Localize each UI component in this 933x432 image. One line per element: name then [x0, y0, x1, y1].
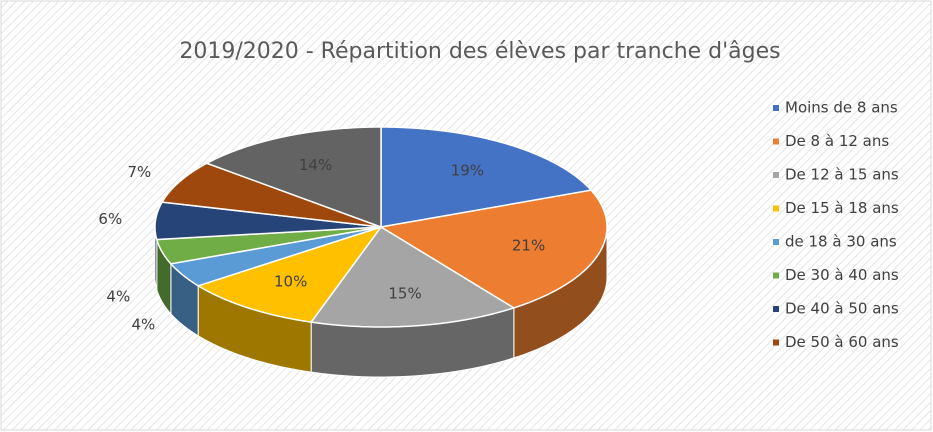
legend-swatch [773, 172, 779, 178]
legend-swatch [773, 105, 779, 111]
pie-slice [205, 126, 382, 229]
data-label: 6% [98, 210, 122, 228]
legend-label: De 40 à 50 ans [785, 300, 899, 318]
pie-slice [155, 226, 382, 265]
legend-swatch [773, 205, 779, 212]
legend-swatch [773, 306, 779, 312]
data-label: 10% [274, 273, 307, 291]
pie-slice [160, 162, 382, 228]
pie-slice [380, 126, 593, 228]
legend-label: de 18 à 30 ans [785, 233, 897, 251]
legend-label: De 30 à 40 ans [785, 266, 899, 284]
pie-slice [169, 226, 382, 287]
legend-label: De 50 à 60 ans [785, 333, 899, 351]
legend-swatch [773, 239, 779, 245]
data-label: 7% [127, 163, 151, 181]
pie-slice [154, 201, 382, 241]
legend-label: Moins de 8 ans [785, 99, 898, 117]
pie-slice [196, 225, 383, 323]
legend-label: De 8 à 12 ans [785, 132, 889, 150]
data-label: 4% [106, 287, 130, 305]
legend-swatch [773, 339, 779, 346]
pie-slice [309, 226, 516, 328]
chart-title: 2019/2020 - Répartition des élèves par t… [179, 39, 780, 64]
legend-swatch [773, 272, 779, 279]
data-label: 4% [131, 315, 155, 333]
data-label: 19% [451, 161, 484, 179]
legend-label: De 15 à 18 ans [785, 199, 899, 217]
legend-swatch [773, 138, 779, 145]
data-label: 21% [512, 236, 545, 254]
pie-slice [378, 189, 608, 309]
legend-label: De 12 à 15 ans [785, 166, 899, 184]
data-label: 14% [299, 156, 332, 174]
data-label: 15% [388, 285, 421, 303]
